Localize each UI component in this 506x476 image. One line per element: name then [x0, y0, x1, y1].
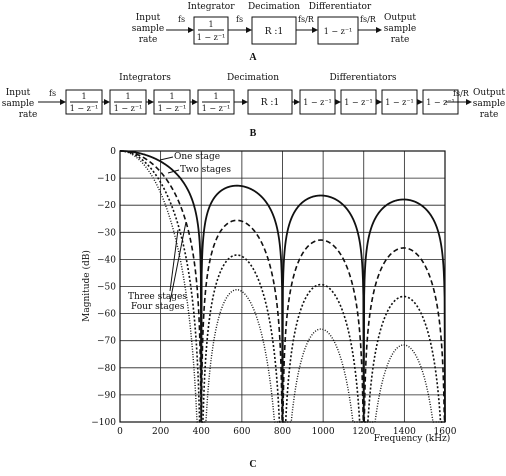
leader-two-stages [167, 169, 180, 174]
x-axis-label: Frequency (kHz) [374, 433, 451, 444]
b-differentiator-label: 1 − z⁻¹ [303, 98, 332, 107]
x-tick-label: 0 [117, 427, 123, 437]
a-output-label-3: rate [391, 35, 410, 45]
b-integrator-den: 1 − z⁻¹ [114, 104, 143, 113]
b-integrator-num: 1 [125, 92, 130, 101]
plot-frame [119, 150, 446, 423]
diagram-b: Input sample rate fs Integrators Decimat… [2, 73, 506, 139]
y-tick-label: −80 [97, 364, 116, 374]
b-chain: 1 1 − z⁻¹ 1 1 − z⁻¹ 1 1 − z⁻¹ 1 1 − z⁻¹ R :1 1 − … [65, 89, 459, 115]
a-decimation-label: R :1 [265, 27, 283, 37]
chart-annotations: One stage Two stages Three stages Four s… [128, 152, 231, 312]
x-tick-label: 1200 [352, 427, 375, 437]
x-tick-label: 400 [193, 427, 210, 437]
a-differentiator-box [317, 16, 359, 45]
diagram-a: Input sample rate fs Integrator 1 1 − z⁻… [132, 2, 417, 63]
b-output-label-2: sample [473, 99, 505, 109]
a-input-label-2: sample [132, 24, 164, 34]
b-integrator-num: 1 [81, 92, 86, 101]
annotation-four-stages: Four stages [131, 302, 185, 312]
a-input-label-3: rate [139, 35, 158, 45]
y-tick-label: −30 [97, 228, 116, 238]
b-decimation-label: R :1 [261, 98, 279, 108]
y-tick-label: −70 [97, 337, 116, 347]
b-integrator-3: 1 1 − z⁻¹ [153, 89, 191, 115]
x-tick-label: 200 [152, 427, 169, 437]
x-tick-label: 1400 [393, 427, 416, 437]
b-differentiator-label: 1 − z⁻¹ [385, 98, 414, 107]
y-tick-label: −20 [97, 201, 116, 211]
chart-ticks: 0 200 400 600 800 1000 1200 1400 1600 0 −10 −20 −30 −… [91, 147, 456, 437]
a-fs-in: fs [178, 15, 185, 24]
a-decimation-title: Decimation [248, 2, 300, 12]
y-tick-label: −10 [97, 174, 116, 184]
b-integrators-title: Integrators [119, 73, 171, 83]
y-tick-label: −90 [97, 391, 116, 401]
b-differentiator-label: 1 − z⁻¹ [426, 98, 455, 107]
x-tick-label: 800 [274, 427, 291, 437]
a-fs-mid: fs [236, 15, 243, 24]
b-input-label-1: Input [6, 88, 31, 98]
y-tick-label: −40 [97, 255, 116, 265]
c-caption: C [249, 459, 256, 470]
chart-c: 0 200 400 600 800 1000 1200 1400 1600 0 −10 −20 −30 −… [81, 147, 457, 470]
b-integrator-num: 1 [213, 92, 218, 101]
a-integrator-num: 1 [208, 20, 213, 29]
annotation-two-stages: Two stages [180, 165, 231, 175]
annotation-one-stage: One stage [174, 152, 220, 162]
leader-four-stages [169, 221, 187, 303]
b-differentiator-1: 1 − z⁻¹ [299, 89, 336, 115]
a-output-label-1: Output [384, 13, 416, 23]
leader-three-stages [169, 229, 179, 292]
a-integrator-den: 1 − z⁻¹ [197, 33, 226, 42]
series-line-2-stage [120, 150, 446, 423]
b-integrator-1: 1 1 − z⁻¹ [65, 89, 103, 115]
b-output-label-1: Output [473, 88, 505, 98]
b-output-label-3: rate [480, 110, 499, 120]
y-tick-label: 0 [110, 147, 116, 157]
annotation-three-stages: Three stages [128, 292, 187, 302]
b-decimation-title: Decimation [227, 73, 279, 83]
y-tick-label: −50 [97, 283, 116, 293]
b-input-label-2: sample [2, 99, 34, 109]
b-decimation-box: R :1 [247, 89, 293, 115]
a-integrator-title: Integrator [187, 2, 235, 12]
y-axis-label: Magnitude (dB) [81, 250, 92, 322]
b-integrator-num: 1 [169, 92, 174, 101]
b-differentiator-2: 1 − z⁻¹ [340, 89, 377, 115]
x-tick-label: 1000 [312, 427, 335, 437]
b-input-label-3: rate [19, 110, 38, 120]
b-differentiator-3: 1 − z⁻¹ [381, 89, 418, 115]
y-tick-label: −60 [97, 310, 116, 320]
b-differentiators-title: Differentiators [329, 73, 396, 83]
b-integrator-4: 1 1 − z⁻¹ [197, 89, 235, 115]
leader-one-stage [159, 156, 174, 161]
b-fs-out: fs/R [453, 89, 470, 98]
a-decimation-box [251, 16, 297, 45]
y-tick-label: −100 [91, 418, 116, 428]
a-fs-out-pre: fs/R [298, 15, 315, 24]
x-tick-label: 1600 [434, 427, 457, 437]
a-input-label-1: Input [136, 13, 161, 23]
a-differentiator-label: 1 − z⁻¹ [324, 27, 353, 36]
a-differentiator-title: Differentiator [309, 2, 372, 12]
b-differentiator-label: 1 − z⁻¹ [344, 98, 373, 107]
b-fs-in: fs [49, 89, 56, 98]
x-tick-label: 600 [233, 427, 250, 437]
b-integrator-den: 1 − z⁻¹ [202, 104, 231, 113]
a-fs-out: fs/R [360, 15, 377, 24]
b-integrator-2: 1 1 − z⁻¹ [109, 89, 147, 115]
a-output-label-2: sample [384, 24, 416, 34]
b-integrator-den: 1 − z⁻¹ [158, 104, 187, 113]
b-caption: B [250, 128, 257, 139]
a-caption: A [249, 52, 257, 63]
b-integrator-den: 1 − z⁻¹ [70, 104, 99, 113]
